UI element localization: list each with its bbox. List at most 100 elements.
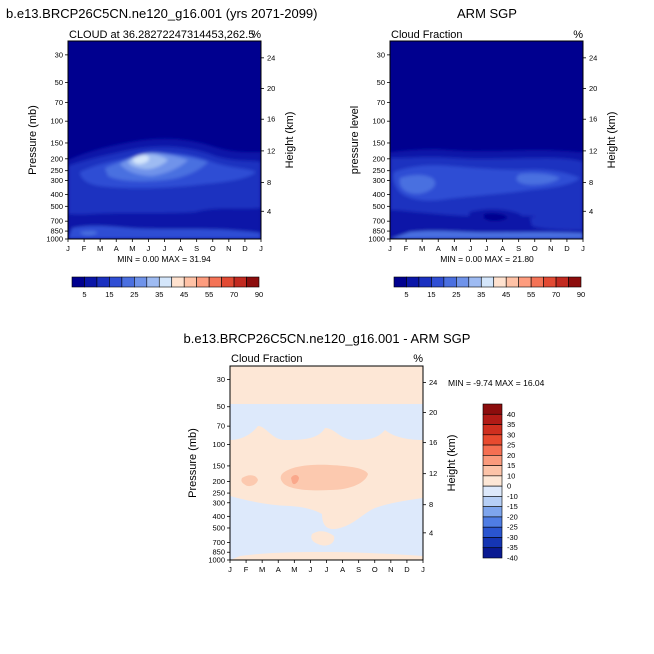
panel-obs-x-tick-label: F <box>404 244 409 253</box>
panel-diff-y-tick-label: 150 <box>212 461 225 470</box>
panel-diff-y-tick-label: 500 <box>212 523 225 532</box>
panel-diff-colorbar-label: 20 <box>507 451 515 460</box>
panel-diff-x-tick-label: A <box>276 565 281 574</box>
panel-diff-y2-tick-label: 8 <box>429 500 433 509</box>
panel-obs-colorbar-label: 5 <box>404 290 408 299</box>
panel-model-y2-label: Height (km) <box>284 112 296 169</box>
panel-obs-colorbar-swatch <box>505 276 519 288</box>
panel-model-x-tick-label: D <box>242 244 248 253</box>
panel-obs-y2-tick-label: 12 <box>589 146 597 155</box>
panel-model-y-tick-label: 100 <box>50 117 63 126</box>
panel-obs-left-label: Cloud Fraction <box>391 29 463 41</box>
panel-obs-y2-tick-label: 16 <box>589 115 597 124</box>
panel-model-left-label: CLOUD at 36.28272247314453,262.5 <box>69 29 254 41</box>
panel-model-colorbar-swatch <box>208 276 222 288</box>
panel-diff-x-tick-label: M <box>291 565 297 574</box>
panel-diff-colorbar-label: 30 <box>507 430 515 439</box>
panel-model-colorbar-swatch <box>109 276 123 288</box>
panel-model-colorbar-label: 90 <box>255 290 263 299</box>
panel-diff-colorbar-swatch <box>482 444 503 456</box>
panel-obs-y-tick-label: 100 <box>372 117 385 126</box>
panel-model-colorbar: 5 15 25 35 45 55 70 90 <box>71 276 263 299</box>
panel-diff-x-tick-label: J <box>228 565 232 574</box>
panel-obs-colorbar-label: 15 <box>427 290 435 299</box>
panel-obs-colorbar-swatch <box>431 276 445 288</box>
panel-model-y-tick-label: 200 <box>50 154 63 163</box>
panel-model-y-tick-label: 50 <box>55 78 63 87</box>
panel-obs: ARM SGP Cloud Fraction % J F M A M J J A S O N D J 30… <box>349 6 618 299</box>
panel-diff-colorbar-swatch <box>482 413 503 425</box>
panel-diff-minmax: MIN = -9.74 MAX = 16.04 <box>448 378 545 388</box>
panel-model-title: b.e13.BRCP26C5CN.ne120_g16.001 (yrs 2071… <box>6 6 317 21</box>
panel-model-y-label: Pressure (mb) <box>27 105 39 175</box>
panel-diff-y2-tick-label: 16 <box>429 438 437 447</box>
panel-model-colorbar-swatch <box>84 276 98 288</box>
panel-diff-y-tick-label: 100 <box>212 440 225 449</box>
panel-diff-colorbar-label: 40 <box>507 410 515 419</box>
panel-obs-y-tick-label: 70 <box>377 98 385 107</box>
panel-model-colorbar-swatch <box>71 276 85 288</box>
panel-obs-x-tick-label: M <box>419 244 425 253</box>
panel-diff-colorbar-swatch <box>482 424 503 436</box>
panel-diff-colorbar-label: 15 <box>507 461 515 470</box>
panel-obs-colorbar-swatch <box>418 276 432 288</box>
panel-model-colorbar-swatch <box>171 276 185 288</box>
panel-model-x-tick-label: S <box>194 244 199 253</box>
panel-model-y-tick-label: 250 <box>50 166 63 175</box>
panel-diff-colorbar-label: -40 <box>507 554 518 563</box>
panel-obs-colorbar-label: 25 <box>452 290 460 299</box>
panel-obs-y-tick-label: 500 <box>372 202 385 211</box>
panel-model-colorbar-label: 15 <box>105 290 113 299</box>
panel-obs-y2-tick-label: 20 <box>589 84 597 93</box>
panel-obs-x-tick-label: N <box>548 244 553 253</box>
panel-model-y-tick-label: 1000 <box>46 235 63 244</box>
panel-obs-colorbar-swatch <box>393 276 407 288</box>
panel-model-colorbar-label: 35 <box>155 290 163 299</box>
panel-model-y-tick-label: 500 <box>50 202 63 211</box>
panel-obs-colorbar-swatch <box>568 276 582 288</box>
panel-diff-y-tick-label: 850 <box>212 548 225 557</box>
panel-model-unit-label: % <box>251 29 261 41</box>
panel-model-colorbar-label: 5 <box>82 290 86 299</box>
panel-diff-y2-tick-label: 24 <box>429 378 437 387</box>
panel-diff-y-tick-label: 300 <box>212 498 225 507</box>
panel-model-x-tick-label: A <box>114 244 119 253</box>
panel-diff-x-tick-label: N <box>388 565 393 574</box>
panel-obs-y2-tick-label: 8 <box>589 178 593 187</box>
panel-diff-colorbar-label: 35 <box>507 420 515 429</box>
panel-model-colorbar-swatch <box>146 276 160 288</box>
panel-diff-colorbar-swatch <box>482 434 503 446</box>
panel-obs-contours <box>390 41 583 239</box>
panel-diff: b.e13.BRCP26C5CN.ne120_g16.001 - ARM SGP… <box>184 331 545 574</box>
panel-obs-y-tick-label: 150 <box>372 138 385 147</box>
panel-obs-x-tick-label: J <box>388 244 392 253</box>
panel-diff-y2-tick-label: 12 <box>429 469 437 478</box>
panel-diff-colorbar-swatch <box>482 455 503 466</box>
panel-obs-x-tick-label: D <box>564 244 570 253</box>
panel-diff-y2-tick-label: 20 <box>429 408 437 417</box>
panel-model-x-tick-label: F <box>82 244 87 253</box>
panel-diff-left-label: Cloud Fraction <box>231 353 303 365</box>
panel-diff-y-tick-label: 700 <box>212 538 225 547</box>
panel-obs-unit-label: % <box>573 29 583 41</box>
panel-obs-y-tick-label: 200 <box>372 154 385 163</box>
panel-model-y2-tick-label: 4 <box>267 207 271 216</box>
panel-model-y2-tick-label: 24 <box>267 53 275 62</box>
panel-model-y-tick-label: 300 <box>50 176 63 185</box>
panel-model-x-tick-label: M <box>129 244 135 253</box>
panel-model-x-tick-label: N <box>226 244 231 253</box>
panel-obs-colorbar-label: 90 <box>577 290 585 299</box>
panel-obs-x-tick-label: A <box>500 244 505 253</box>
panel-diff-y-tick-label: 400 <box>212 512 225 521</box>
panel-diff-x-tick-label: F <box>244 565 249 574</box>
panel-diff-x-tick-label: O <box>372 565 378 574</box>
panel-model-x-tick-label: M <box>97 244 103 253</box>
panel-model-y2-tick-label: 16 <box>267 115 275 124</box>
panel-obs-x-tick-label: J <box>469 244 473 253</box>
panel-model-colorbar-swatch <box>196 276 210 288</box>
panel-model-colorbar-swatch <box>183 276 197 288</box>
panel-obs-y-tick-label: 400 <box>372 190 385 199</box>
panel-diff-y-tick-label: 70 <box>217 422 225 431</box>
